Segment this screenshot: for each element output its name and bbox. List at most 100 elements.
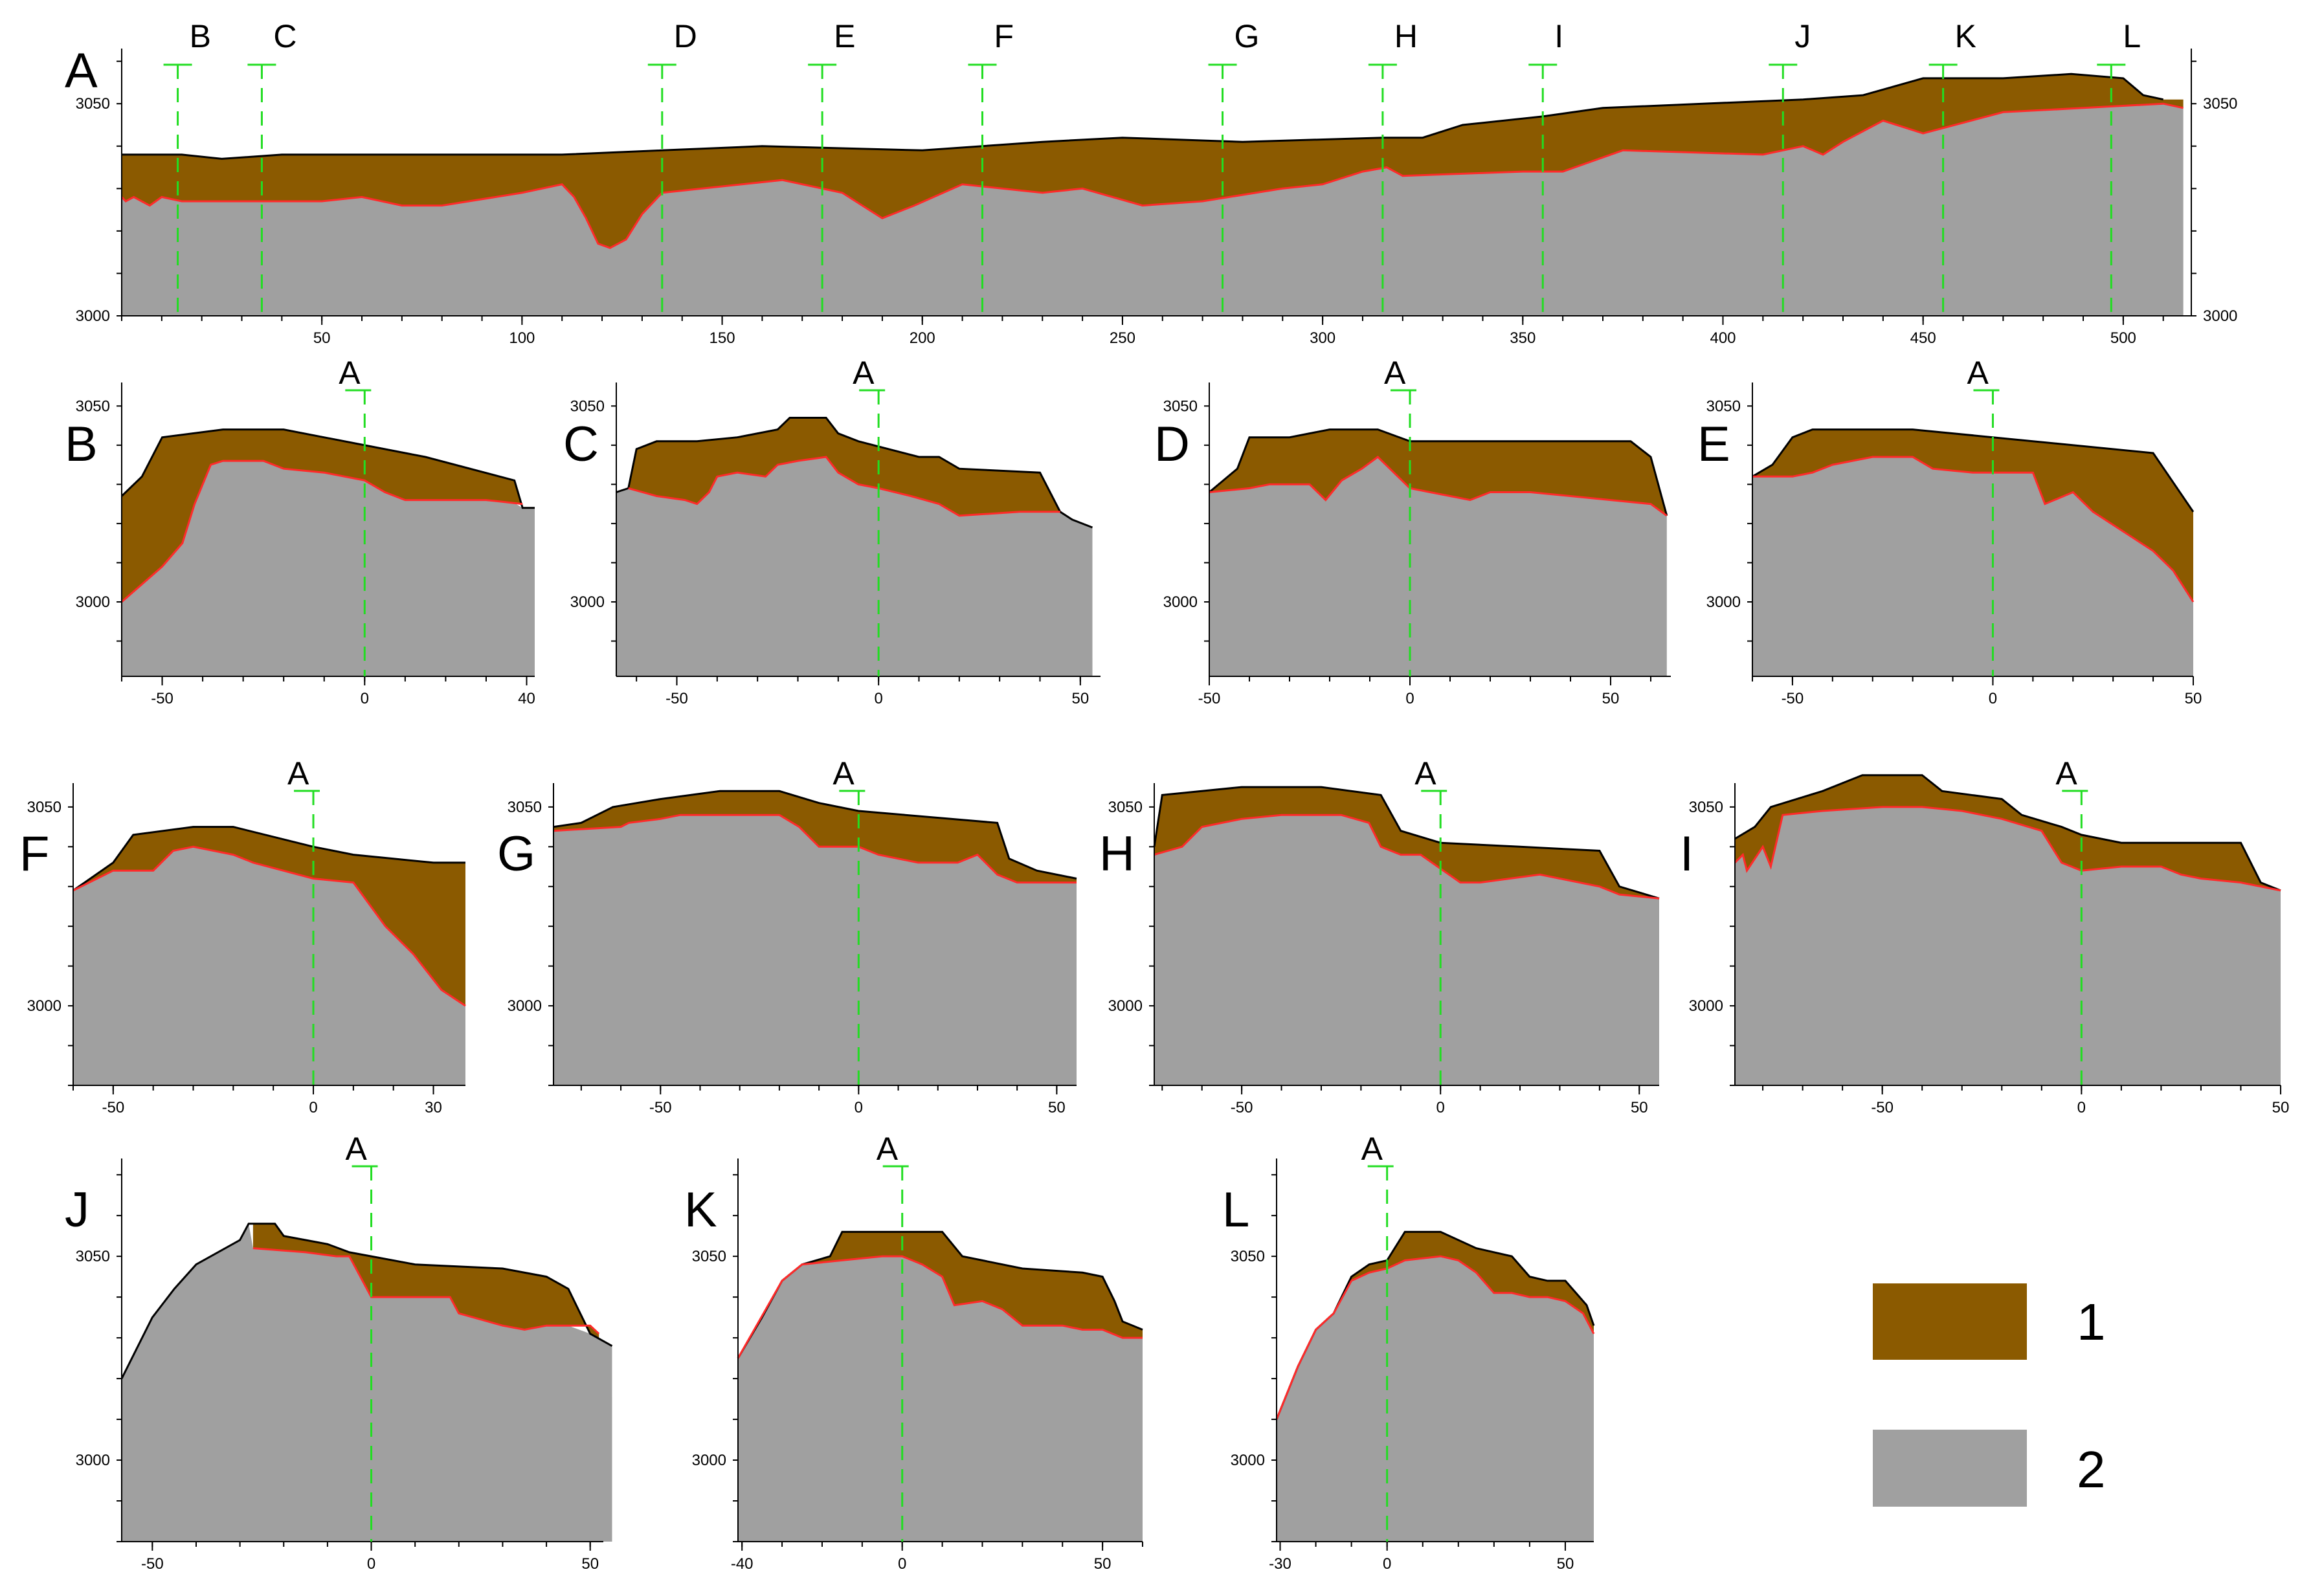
x-tick-label-D: 0 bbox=[1405, 690, 1414, 707]
panel-F: -50 0 30 3000 3050 F A bbox=[19, 755, 466, 1116]
legend-label-bedrock: 2 bbox=[2077, 1441, 2106, 1498]
x-tick-label-L: 0 bbox=[1383, 1555, 1391, 1573]
x-tick-label-G: 50 bbox=[1048, 1099, 1066, 1116]
x-tick-label-A: 250 bbox=[1110, 329, 1135, 347]
x-tick-label-F: 30 bbox=[425, 1099, 442, 1116]
x-tick-label-A: 300 bbox=[1310, 329, 1335, 347]
y-tick-label-G: 3050 bbox=[508, 799, 542, 816]
marker-label-C: A bbox=[853, 355, 875, 391]
x-tick-label-C: -50 bbox=[665, 690, 688, 707]
x-tick-label-D: -50 bbox=[1198, 690, 1221, 707]
panel-label-E: E bbox=[1697, 417, 1730, 472]
x-tick-label-A: 100 bbox=[509, 329, 535, 347]
panel-label-K: K bbox=[684, 1182, 717, 1237]
sediment-area-E bbox=[1752, 429, 2193, 602]
y-tick-label-C: 3050 bbox=[570, 397, 605, 415]
legend-swatch-sediment bbox=[1873, 1283, 2027, 1360]
panel-K: -40 0 50 3000 3050 K A bbox=[684, 1131, 1143, 1573]
contact-line-H bbox=[1154, 814, 1660, 900]
bedrock-area-H bbox=[1154, 815, 1659, 1085]
surface-line-D bbox=[1209, 428, 1668, 516]
marker-label-F: A bbox=[287, 755, 309, 792]
section-label-D: D bbox=[674, 18, 697, 54]
panel-G: -50 0 50 3000 3050 G A bbox=[497, 755, 1077, 1116]
x-tick-label-I: 50 bbox=[2272, 1099, 2290, 1116]
panel-A: 50 100 150 200 250 300 350 400 450 500 3000 3000 305… bbox=[65, 18, 2237, 347]
x-tick-label-F: -50 bbox=[102, 1099, 124, 1116]
surface-line-A bbox=[122, 72, 2164, 160]
panel-label-C: C bbox=[563, 417, 599, 472]
panel-E: -50 0 50 3000 3050 E A bbox=[1697, 355, 2202, 707]
sediment-area-J bbox=[252, 1223, 599, 1339]
x-tick-label-I: 0 bbox=[2077, 1099, 2086, 1116]
contact-line-E bbox=[1752, 456, 2195, 603]
marker-label-L: A bbox=[1361, 1131, 1383, 1167]
panel-H: -50 0 50 3000 3050 H A bbox=[1099, 755, 1660, 1116]
y-tick-label-A: 3000 bbox=[76, 307, 110, 325]
x-tick-label-J: 50 bbox=[581, 1555, 599, 1573]
x-tick-label-C: 0 bbox=[874, 690, 882, 707]
y-tick-label-E: 3000 bbox=[1706, 593, 1741, 611]
y-tick-label-D: 3050 bbox=[1163, 397, 1198, 415]
panel-label-I: I bbox=[1680, 826, 1693, 881]
y-tick-label-G: 3000 bbox=[508, 997, 542, 1015]
y-tick-label-B: 3050 bbox=[76, 397, 110, 415]
x-tick-label-F: 0 bbox=[309, 1099, 317, 1116]
y-tick-label-K: 3050 bbox=[692, 1248, 726, 1265]
y-tick-label-E: 3050 bbox=[1706, 397, 1741, 415]
contact-line-K bbox=[737, 1255, 1143, 1359]
y-tick-label-B: 3000 bbox=[76, 593, 110, 611]
x-tick-label-E: 50 bbox=[2185, 690, 2202, 707]
bedrock-area-J bbox=[122, 1223, 612, 1542]
section-label-J: J bbox=[1794, 18, 1811, 54]
x-tick-label-K: 50 bbox=[1094, 1555, 1112, 1573]
panel-J: -50 0 50 3000 3050 J A bbox=[65, 1131, 613, 1573]
bedrock-area-I bbox=[1735, 806, 2281, 1085]
panel-label-H: H bbox=[1099, 826, 1135, 881]
y-tick-label-F: 3000 bbox=[27, 997, 61, 1015]
x-tick-label-J: 0 bbox=[367, 1555, 375, 1573]
y-tick-label-L: 3050 bbox=[1231, 1248, 1265, 1265]
x-tick-label-K: -40 bbox=[731, 1555, 754, 1573]
x-tick-label-G: 0 bbox=[855, 1099, 863, 1116]
sediment-area-A bbox=[122, 74, 2184, 249]
y-tick-label-I: 3050 bbox=[1689, 799, 1723, 816]
section-label-K: K bbox=[1955, 18, 1976, 54]
sediment-area-F bbox=[73, 826, 465, 1006]
x-tick-label-H: -50 bbox=[1231, 1099, 1253, 1116]
x-tick-label-A: 200 bbox=[910, 329, 935, 347]
y-tick-label-K: 3000 bbox=[692, 1452, 726, 1469]
bedrock-area-E bbox=[1752, 457, 2193, 676]
y-tick-label-L: 3000 bbox=[1231, 1452, 1265, 1469]
x-tick-label-L: -30 bbox=[1269, 1555, 1291, 1573]
contact-line-C bbox=[628, 456, 1060, 517]
surface-line-I bbox=[1734, 774, 2281, 892]
y-tick-label-F: 3050 bbox=[27, 799, 61, 816]
y-tick-label-right-A: 3050 bbox=[2203, 95, 2237, 113]
section-label-G: G bbox=[1235, 18, 1260, 54]
marker-label-H: A bbox=[1414, 755, 1436, 792]
section-label-B: B bbox=[190, 18, 211, 54]
panel-label-A: A bbox=[65, 43, 98, 98]
x-tick-label-G: -50 bbox=[649, 1099, 672, 1116]
surface-line-B bbox=[120, 428, 535, 509]
legend-label-sediment: 1 bbox=[2077, 1293, 2106, 1351]
surface-line-G bbox=[553, 790, 1077, 880]
y-tick-label-J: 3000 bbox=[76, 1452, 110, 1469]
section-label-I: I bbox=[1554, 18, 1563, 54]
sediment-area-K bbox=[738, 1232, 1143, 1358]
x-tick-label-B: -50 bbox=[151, 690, 173, 707]
panel-B: -50 0 40 3000 3050 B A bbox=[65, 355, 535, 707]
sediment-area-L bbox=[1277, 1232, 1594, 1420]
legend: 1 2 bbox=[1873, 1283, 2106, 1507]
y-tick-label-I: 3000 bbox=[1689, 997, 1723, 1015]
x-tick-label-E: -50 bbox=[1782, 690, 1804, 707]
x-tick-label-B: 0 bbox=[361, 690, 369, 707]
section-label-C: C bbox=[273, 18, 296, 54]
panel-label-J: J bbox=[65, 1182, 89, 1237]
panel-label-F: F bbox=[19, 826, 49, 881]
x-tick-label-K: 0 bbox=[898, 1555, 906, 1573]
section-label-L: L bbox=[2123, 18, 2141, 54]
